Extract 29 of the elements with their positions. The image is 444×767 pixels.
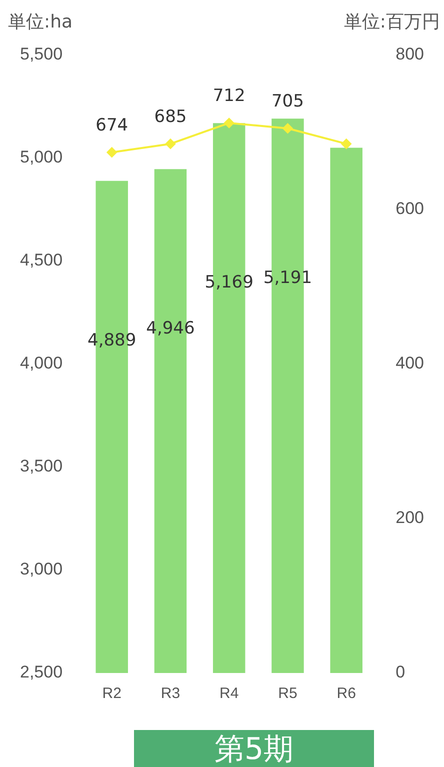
x-tick-label: R4 <box>219 685 239 702</box>
y-tick-label: 3,000 <box>20 560 63 579</box>
data-label: 705 <box>271 91 304 112</box>
y-axis-title: 単位:ha <box>8 12 73 33</box>
y-tick-label: 5,000 <box>20 148 63 167</box>
x-tick-label: R2 <box>102 685 122 702</box>
y-tick-label: 3,500 <box>20 456 63 476</box>
data-label: 712 <box>212 86 246 106</box>
y2-tick-label: 0 <box>396 662 406 682</box>
point <box>282 123 293 134</box>
y-tick-label: 4,000 <box>20 354 63 373</box>
x-tick-label: R3 <box>160 685 180 702</box>
y-tick-label: 5,500 <box>20 44 63 64</box>
y2-tick-label: 200 <box>396 508 424 528</box>
point <box>106 147 117 158</box>
x-tick-label: R6 <box>336 685 356 702</box>
point <box>165 138 176 149</box>
y-tick-label: 4,500 <box>20 250 63 270</box>
y2-axis-title: 単位:百万円 <box>344 12 440 33</box>
text: 第5期 <box>134 730 374 767</box>
y-tick-label: 2,500 <box>20 662 63 682</box>
y2-tick-label: 400 <box>396 354 424 373</box>
point <box>341 138 352 149</box>
y2-tick-label: 600 <box>396 199 424 218</box>
x-tick-label: R5 <box>278 685 298 702</box>
data-label: 685 <box>154 106 187 127</box>
y2-tick-label: 800 <box>396 44 424 64</box>
point <box>224 118 234 128</box>
data-label: 674 <box>96 115 128 136</box>
